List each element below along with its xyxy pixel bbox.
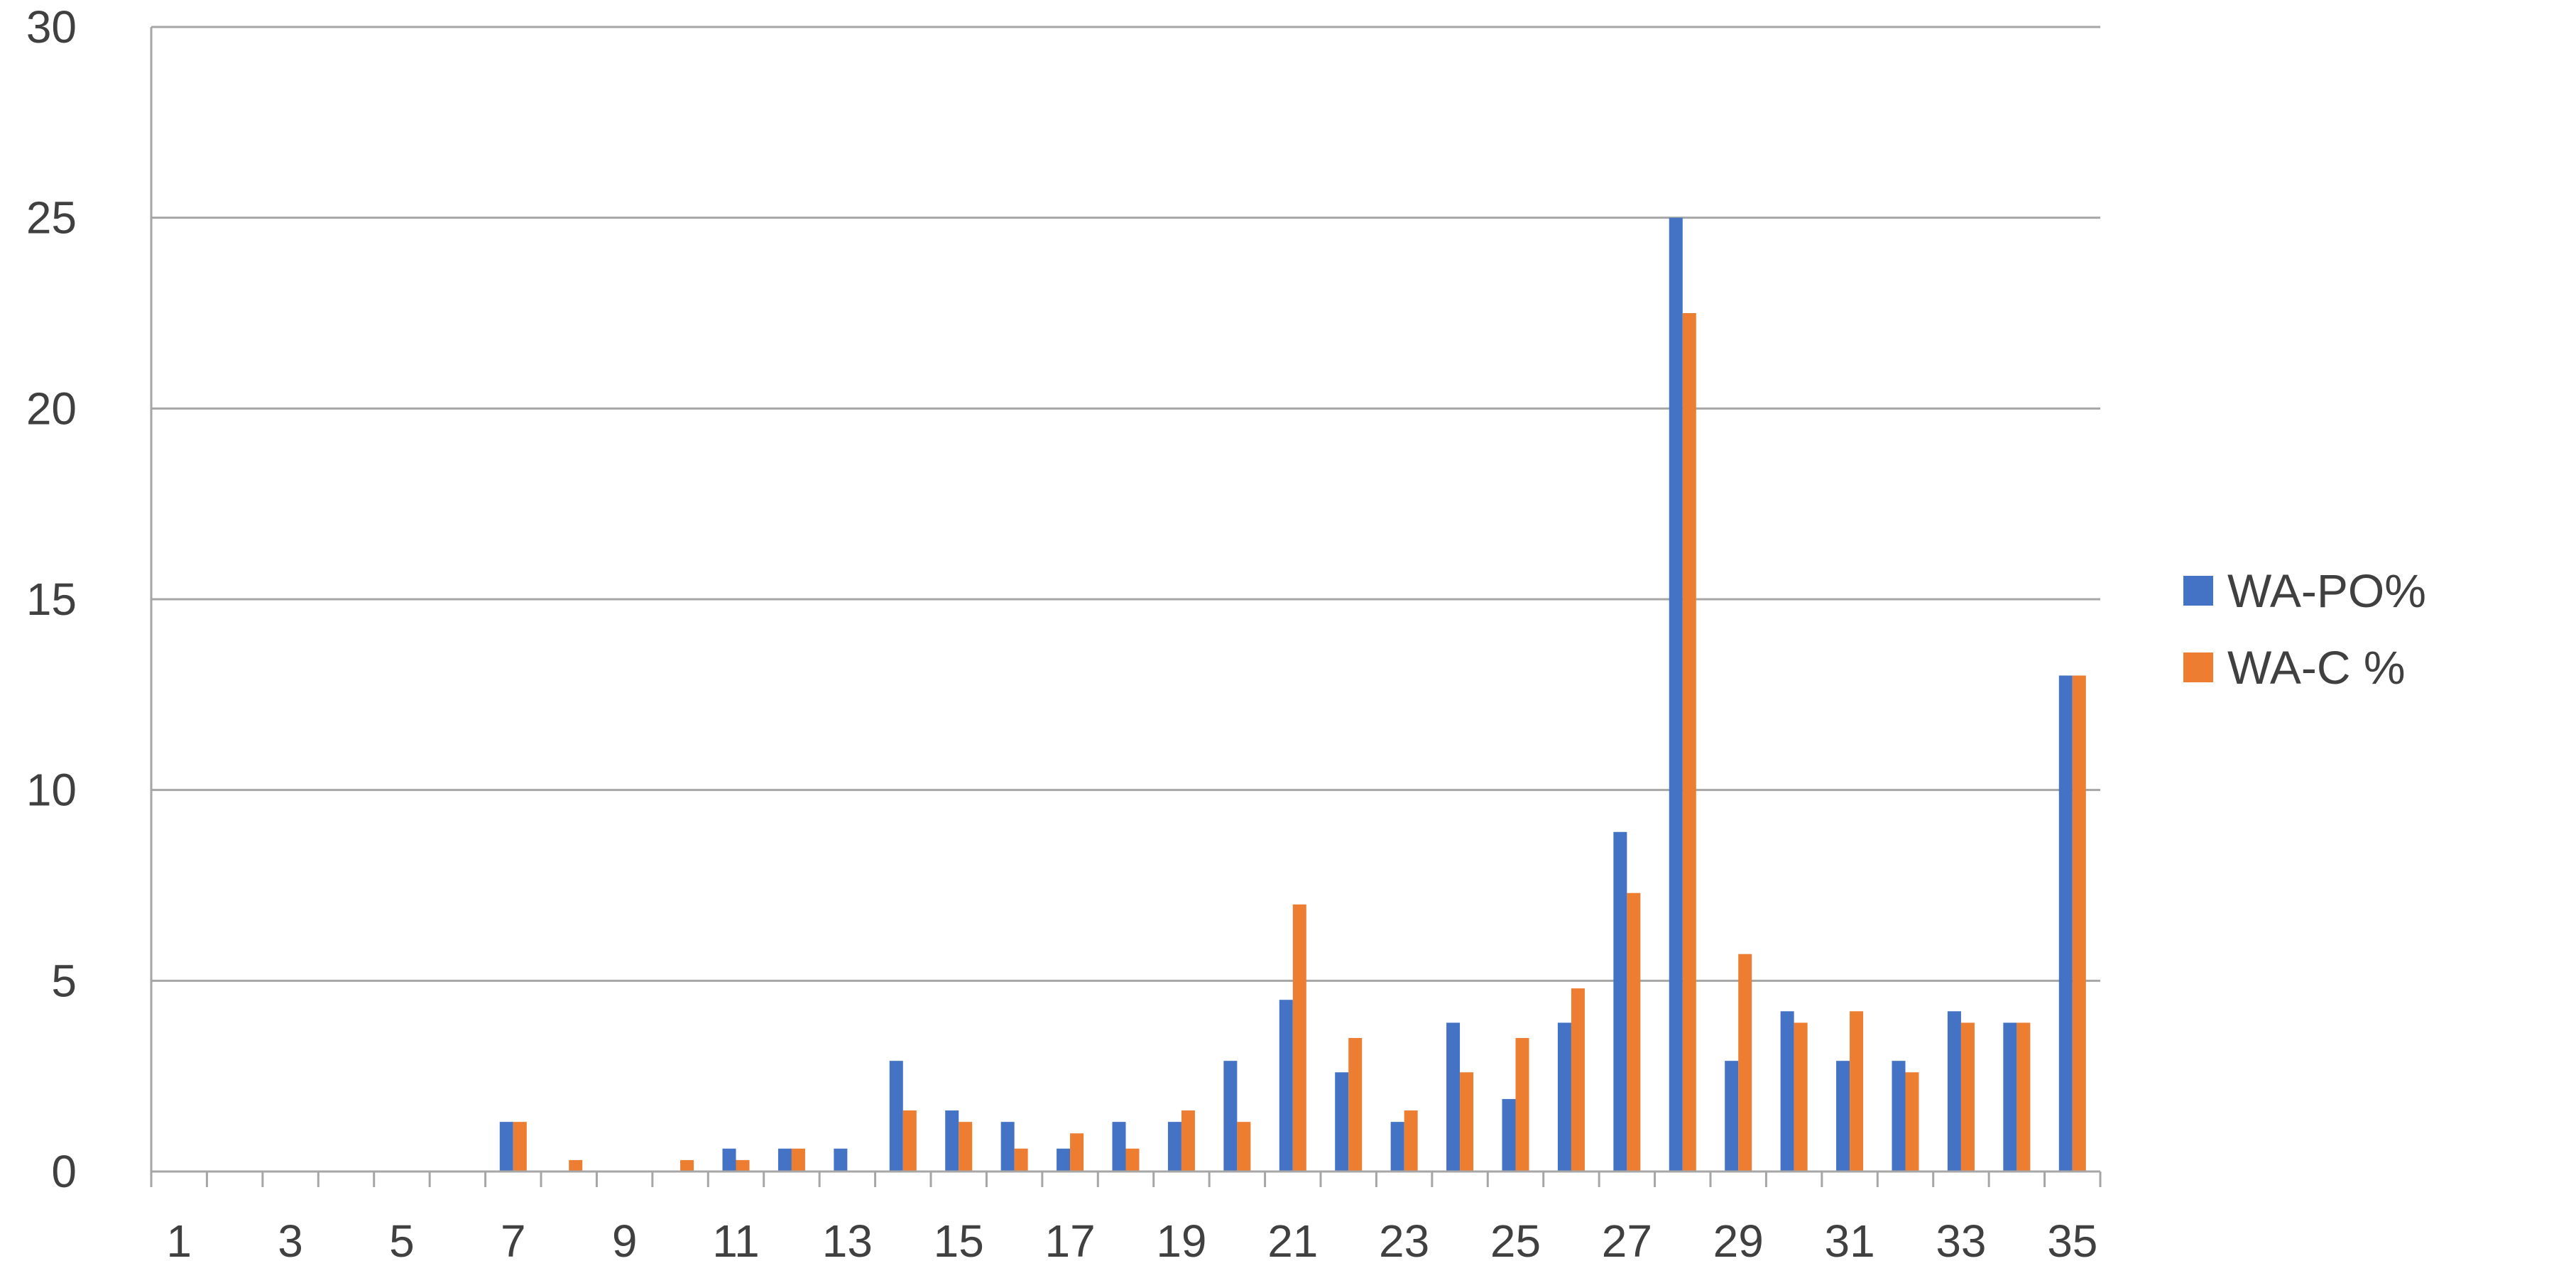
x-tick-label: 19	[1156, 1216, 1206, 1267]
bar-wa-c-14	[902, 1110, 917, 1172]
y-tick-labels: 0 5 10 15 20 25 30	[26, 1, 77, 1197]
bar-wa-po-25	[1502, 1098, 1516, 1172]
bar-wa-po-28	[1669, 217, 1683, 1172]
x-tick-label: 27	[1602, 1216, 1652, 1267]
bar-wa-po-18	[1112, 1122, 1126, 1172]
bar-wa-po-32	[1892, 1061, 1906, 1172]
legend-item-wa-c: WA-C %	[2183, 639, 2426, 696]
bar-wa-c-28	[1682, 313, 1696, 1172]
bar-wa-c-26	[1571, 988, 1585, 1172]
legend-label-wa-c: WA-C %	[2227, 641, 2406, 694]
grid-lines	[151, 26, 2100, 982]
bar-wa-po-29	[1725, 1061, 1739, 1172]
y-tick-label: 0	[51, 1146, 77, 1197]
x-tick-label: 7	[501, 1216, 526, 1267]
x-tick-label: 17	[1044, 1216, 1095, 1267]
bar-wa-c-19	[1181, 1110, 1195, 1172]
x-tick-label: 13	[822, 1216, 873, 1267]
bar-wa-po-34	[2003, 1022, 2017, 1172]
bars	[499, 217, 2086, 1172]
x-tick-labels: 1 3 5 7 9 11 13 15 17 19 21 23 25 27 29 31 33 35	[166, 1216, 2097, 1267]
y-tick-label: 30	[26, 1, 77, 53]
bar-wa-c-32	[1905, 1072, 1919, 1172]
bar-wa-c-22	[1348, 1037, 1363, 1172]
axes	[150, 27, 2102, 1187]
y-tick-label: 15	[26, 574, 77, 625]
y-tick-label: 10	[26, 765, 77, 816]
legend-label-wa-po: WA-PO%	[2227, 564, 2426, 617]
bar-wa-po-15	[945, 1110, 959, 1172]
bar-wa-c-17	[1070, 1133, 1084, 1172]
bar-wa-c-18	[1125, 1148, 1140, 1172]
bar-wa-c-27	[1627, 892, 1641, 1172]
bar-wa-c-35	[2072, 675, 2086, 1172]
bar-wa-po-7	[499, 1122, 513, 1172]
x-tick-label: 3	[278, 1216, 303, 1267]
bar-wa-c-33	[1960, 1022, 1975, 1172]
bar-wa-c-23	[1404, 1110, 1418, 1172]
x-tick-label: 29	[1713, 1216, 1764, 1267]
bar-wa-po-19	[1167, 1122, 1181, 1172]
bar-wa-po-14	[889, 1061, 903, 1172]
bar-wa-po-23	[1390, 1122, 1404, 1172]
bar-wa-po-35	[2058, 675, 2073, 1172]
bar-wa-c-8	[569, 1159, 583, 1172]
bar-wa-c-11	[736, 1159, 750, 1172]
bar-wa-c-29	[1738, 954, 1752, 1172]
bar-wa-po-13	[834, 1148, 848, 1172]
x-tick-label: 35	[2047, 1216, 2097, 1267]
bar-wa-po-17	[1057, 1148, 1071, 1172]
bar-wa-c-7	[513, 1122, 527, 1172]
y-tick-label: 25	[26, 192, 77, 244]
legend-item-wa-po: WA-PO%	[2183, 562, 2426, 619]
bar-wa-c-21	[1292, 904, 1306, 1172]
y-tick-label: 5	[51, 955, 77, 1006]
bar-wa-po-24	[1446, 1022, 1461, 1172]
bar-wa-c-10	[680, 1159, 694, 1172]
bar-wa-c-16	[1014, 1148, 1028, 1172]
bar-wa-c-24	[1460, 1072, 1474, 1172]
bar-wa-po-31	[1836, 1061, 1850, 1172]
bar-wa-po-22	[1335, 1072, 1349, 1172]
bar-wa-c-12	[791, 1148, 805, 1172]
y-tick-label: 20	[26, 383, 77, 434]
bar-wa-c-34	[2016, 1022, 2031, 1172]
x-tick-label: 21	[1267, 1216, 1318, 1267]
x-tick-label: 31	[1824, 1216, 1874, 1267]
x-tick-label: 11	[712, 1216, 759, 1267]
legend: WA-PO% WA-C %	[2183, 562, 2426, 716]
bar-wa-c-25	[1515, 1037, 1529, 1172]
bar-wa-po-16	[1000, 1122, 1015, 1172]
bar-wa-po-26	[1557, 1022, 1571, 1172]
bar-wa-po-27	[1613, 831, 1627, 1172]
x-tick-label: 33	[1936, 1216, 1986, 1267]
x-tick-label: 25	[1490, 1216, 1541, 1267]
x-tick-label: 1	[166, 1216, 192, 1267]
legend-swatch-wa-po	[2183, 576, 2213, 606]
bar-wa-po-12	[777, 1148, 792, 1172]
x-tick-label: 9	[612, 1216, 638, 1267]
bar-wa-po-33	[1947, 1011, 1961, 1172]
bar-wa-po-20	[1223, 1061, 1238, 1172]
x-tick-label: 23	[1379, 1216, 1429, 1267]
bar-wa-c-31	[1850, 1011, 1864, 1172]
bar-wa-po-11	[722, 1148, 736, 1172]
bar-wa-po-21	[1279, 1000, 1293, 1172]
bar-wa-c-30	[1794, 1022, 1808, 1172]
legend-swatch-wa-c	[2183, 652, 2213, 682]
bar-wa-c-20	[1237, 1122, 1251, 1172]
bar-wa-c-15	[959, 1122, 973, 1172]
x-tick-label: 15	[934, 1216, 984, 1267]
bar-wa-po-30	[1780, 1011, 1794, 1172]
x-tick-label: 5	[389, 1216, 415, 1267]
